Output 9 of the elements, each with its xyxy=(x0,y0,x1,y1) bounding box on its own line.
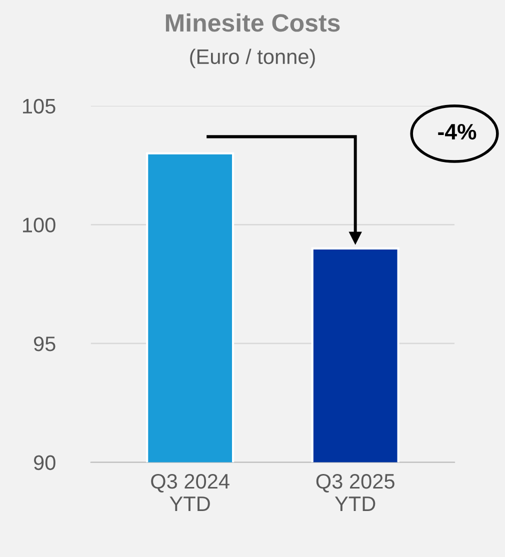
chart-title: Minesite Costs xyxy=(166,13,340,32)
x-tick-label: Q3 2024 YTD xyxy=(151,474,230,511)
y-tick-label: 90 xyxy=(34,455,56,470)
y-tick-label: 105 xyxy=(23,98,56,114)
x-tick-label: Q3 2025 YTD xyxy=(316,474,394,511)
chart-subtitle: (Euro / tonne) xyxy=(190,48,315,68)
annotation: -4% xyxy=(438,124,476,140)
y-tick-label: 100 xyxy=(23,218,56,232)
y-tick-label: 95 xyxy=(34,336,56,352)
